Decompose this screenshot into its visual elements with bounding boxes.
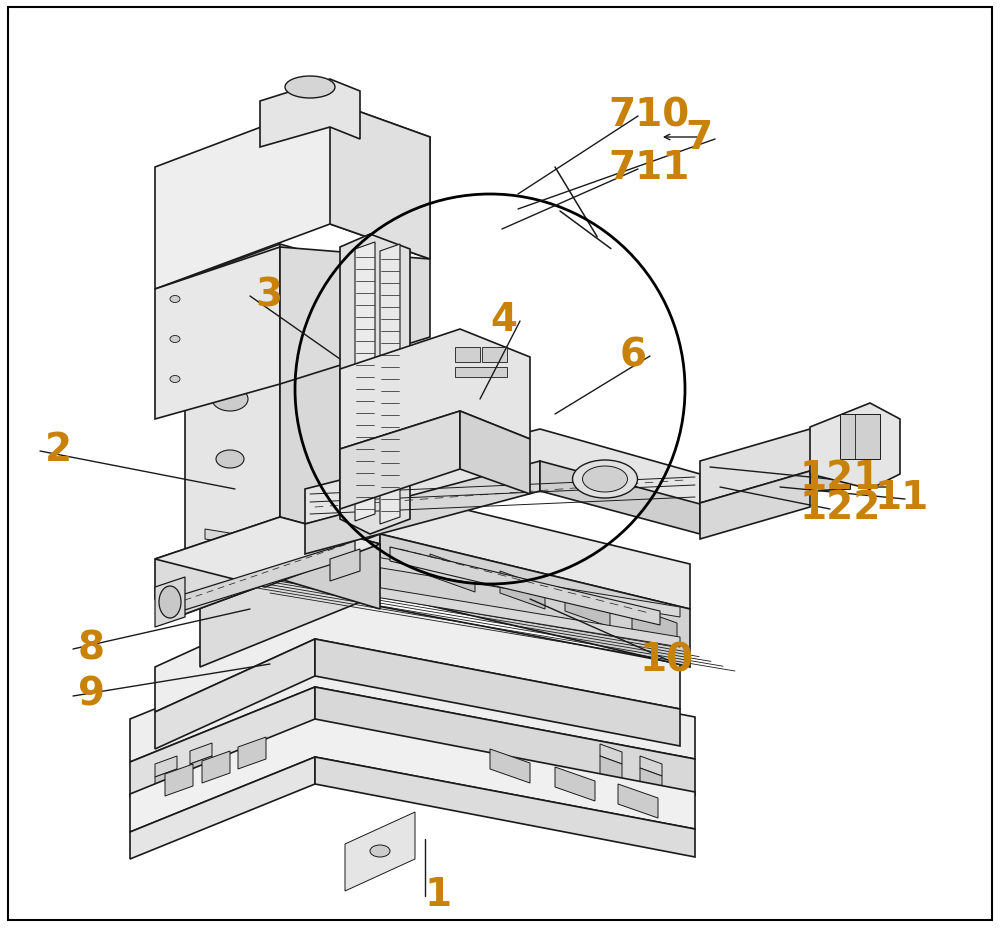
Polygon shape: [155, 248, 280, 419]
Polygon shape: [355, 243, 375, 522]
Polygon shape: [130, 688, 315, 797]
Polygon shape: [238, 737, 266, 769]
Text: 710: 710: [608, 96, 689, 134]
Polygon shape: [155, 518, 280, 614]
Ellipse shape: [170, 296, 180, 303]
Polygon shape: [600, 756, 622, 787]
Polygon shape: [330, 102, 430, 260]
Polygon shape: [155, 102, 430, 290]
Text: 121: 121: [800, 458, 881, 496]
Text: 9: 9: [78, 676, 105, 714]
Polygon shape: [810, 447, 850, 492]
Text: 3: 3: [255, 276, 282, 314]
Bar: [455, 348, 480, 363]
Polygon shape: [205, 560, 680, 648]
Ellipse shape: [170, 376, 180, 383]
Polygon shape: [640, 756, 662, 776]
Polygon shape: [280, 518, 380, 610]
Polygon shape: [155, 769, 177, 799]
Polygon shape: [185, 245, 280, 614]
Ellipse shape: [212, 328, 248, 352]
Polygon shape: [165, 764, 193, 796]
Polygon shape: [130, 757, 315, 859]
Polygon shape: [155, 639, 315, 749]
Polygon shape: [700, 430, 850, 504]
Text: 2: 2: [45, 431, 72, 469]
Polygon shape: [390, 548, 660, 625]
Polygon shape: [280, 245, 360, 599]
Polygon shape: [340, 235, 410, 535]
Text: 11: 11: [875, 479, 929, 517]
Polygon shape: [260, 80, 360, 148]
Bar: [482, 348, 507, 363]
Ellipse shape: [285, 77, 335, 99]
Text: 8: 8: [78, 628, 105, 666]
Bar: [455, 367, 507, 378]
Polygon shape: [202, 751, 230, 783]
Ellipse shape: [572, 460, 638, 498]
Polygon shape: [380, 535, 690, 667]
Polygon shape: [190, 756, 212, 786]
Ellipse shape: [370, 845, 390, 857]
Text: 122: 122: [800, 488, 881, 526]
Text: 711: 711: [608, 148, 689, 187]
Text: 1: 1: [425, 875, 452, 913]
Polygon shape: [810, 404, 900, 489]
Polygon shape: [155, 594, 680, 712]
Polygon shape: [205, 530, 680, 617]
Ellipse shape: [159, 586, 181, 618]
Polygon shape: [155, 577, 185, 627]
Polygon shape: [565, 589, 610, 627]
Polygon shape: [380, 245, 400, 524]
Polygon shape: [555, 767, 595, 801]
Polygon shape: [340, 329, 530, 449]
Polygon shape: [305, 461, 540, 554]
Polygon shape: [315, 757, 695, 857]
Polygon shape: [280, 248, 430, 384]
Polygon shape: [540, 461, 700, 535]
Polygon shape: [330, 549, 360, 581]
Polygon shape: [175, 541, 355, 613]
Polygon shape: [340, 411, 460, 509]
Polygon shape: [305, 430, 700, 524]
Bar: [840, 415, 880, 459]
Polygon shape: [130, 719, 695, 832]
Polygon shape: [190, 743, 212, 764]
Polygon shape: [430, 554, 475, 592]
Polygon shape: [200, 535, 380, 667]
Polygon shape: [315, 639, 680, 746]
Polygon shape: [315, 688, 695, 795]
Text: 7: 7: [685, 119, 712, 157]
Text: 4: 4: [490, 301, 517, 339]
Polygon shape: [640, 768, 662, 799]
Ellipse shape: [212, 388, 248, 411]
Text: 10: 10: [640, 640, 694, 678]
Polygon shape: [600, 744, 622, 764]
Polygon shape: [490, 749, 530, 783]
Text: 6: 6: [620, 336, 647, 374]
Polygon shape: [618, 784, 658, 818]
Polygon shape: [155, 756, 177, 777]
Polygon shape: [500, 572, 545, 610]
Ellipse shape: [170, 336, 180, 343]
Polygon shape: [632, 607, 677, 645]
Polygon shape: [130, 644, 695, 762]
Polygon shape: [700, 471, 810, 539]
Ellipse shape: [582, 467, 628, 493]
Polygon shape: [200, 489, 690, 610]
Polygon shape: [460, 411, 530, 495]
Polygon shape: [345, 812, 415, 891]
Ellipse shape: [216, 450, 244, 469]
Polygon shape: [155, 518, 380, 587]
